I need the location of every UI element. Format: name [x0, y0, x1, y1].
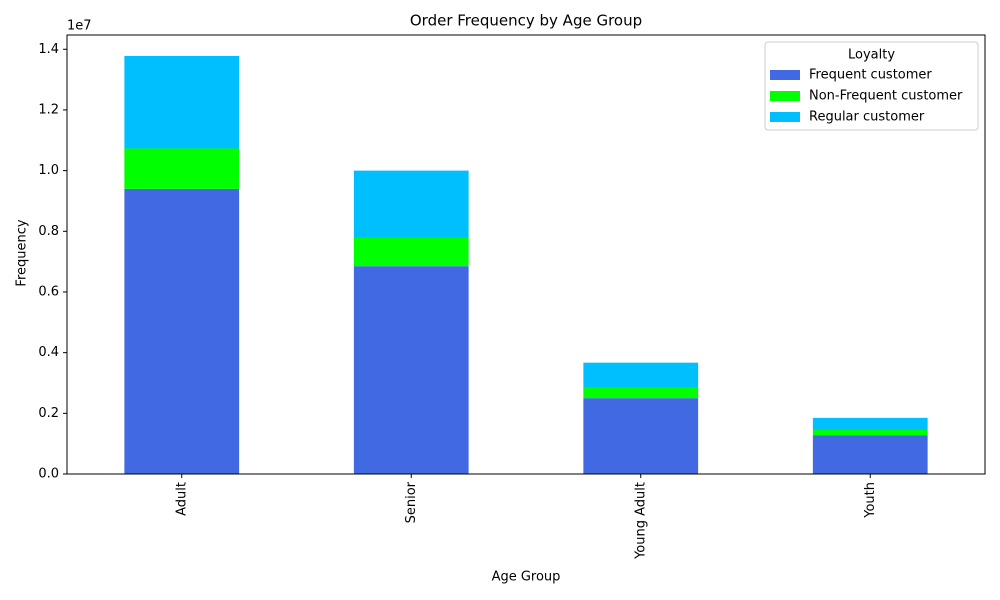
bar-segment [353, 237, 469, 267]
x-axis-label: Age Group [492, 570, 561, 585]
bar-segment [353, 170, 469, 238]
bar-segment [812, 430, 928, 436]
legend-swatch [770, 91, 800, 101]
y-tick-label: 0.6 [38, 284, 59, 299]
x-tick-label: Young Adult [633, 482, 648, 560]
bar-segment [812, 435, 928, 474]
y-tick-label: 0.2 [38, 406, 59, 421]
legend-swatch [770, 112, 800, 122]
legend-label: Frequent customer [809, 68, 932, 83]
bar-segment [583, 387, 699, 399]
bar-segment [583, 398, 699, 474]
y-offset-label: 1e7 [67, 19, 92, 34]
bar-segment [353, 266, 469, 474]
x-tick-label: Adult [174, 482, 189, 516]
plot-frame [66, 34, 986, 475]
legend-box [764, 41, 979, 131]
y-axis-label: Frequency [15, 219, 30, 286]
bar-segment [583, 362, 699, 388]
y-tick-label: 1.0 [38, 163, 59, 178]
bar-segment [124, 188, 240, 474]
y-tick-label: 1.4 [38, 42, 59, 57]
legend-swatch [770, 70, 800, 80]
chart-title: Order Frequency by Age Group [410, 12, 642, 30]
bar-segment [812, 417, 928, 431]
bar-segment [124, 55, 240, 149]
x-tick-label: Youth [863, 482, 878, 519]
bar-segment [124, 148, 240, 189]
legend-label: Non-Frequent customer [809, 89, 963, 104]
legend-title: Loyalty [848, 48, 895, 63]
legend-label: Regular customer [809, 110, 925, 125]
x-tick-label: Senior [404, 481, 419, 523]
y-tick-label: 1.2 [38, 102, 59, 117]
y-tick-label: 0.4 [38, 345, 59, 360]
y-tick-label: 0.8 [38, 224, 59, 239]
y-tick-label: 0.0 [38, 467, 59, 482]
